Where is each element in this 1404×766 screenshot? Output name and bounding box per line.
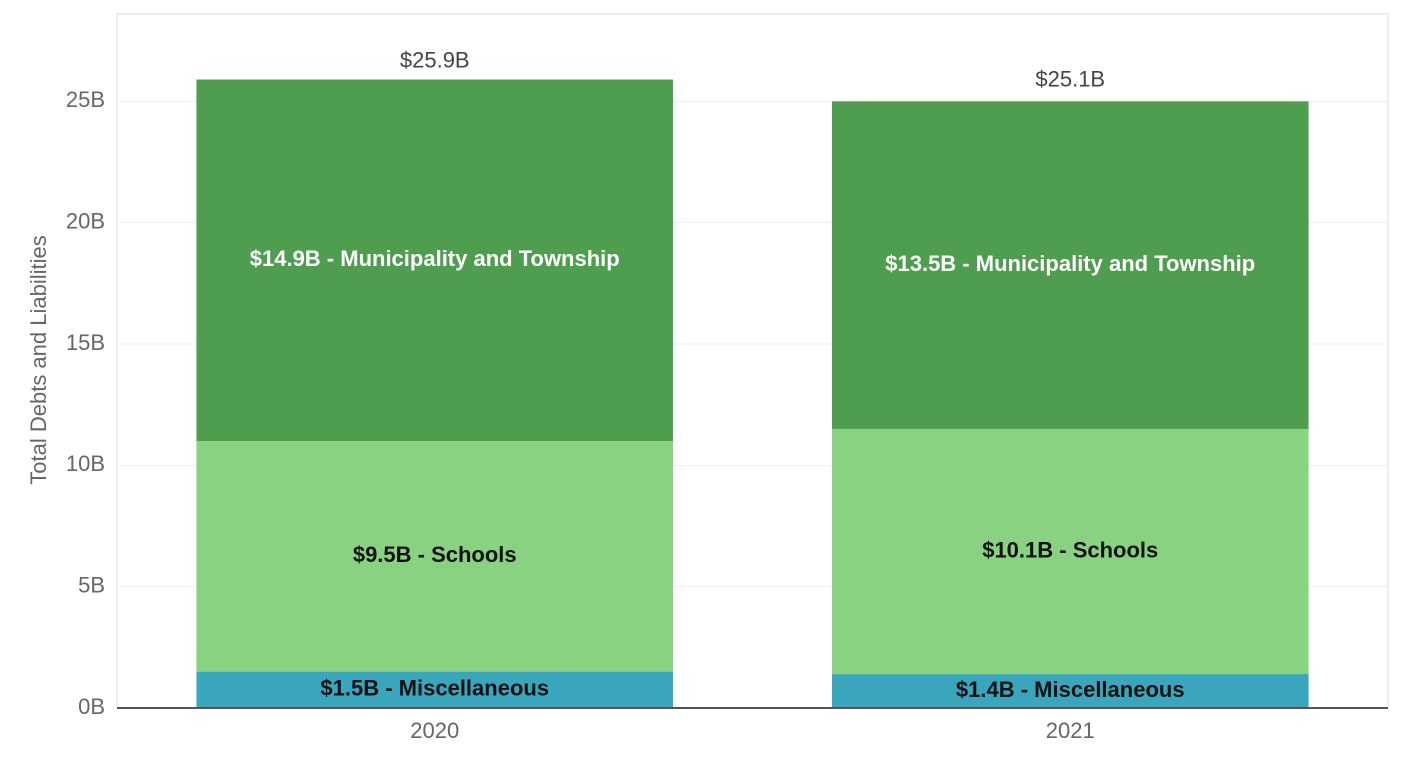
data-label: $14.9B - Municipality and Township [250,246,620,271]
y-tick-label: 15B [66,330,105,355]
y-tick-label: 5B [78,572,105,597]
data-label: $9.5B - Schools [353,542,517,567]
bar-segment [196,79,674,442]
bar-segment [196,671,674,708]
y-tick-label: 10B [66,451,105,476]
y-tick-label: 20B [66,208,105,233]
y-tick-label: 25B [66,87,105,112]
y-axis-title: Total Debts and Liabilities [26,235,51,484]
y-tick-label: 0B [78,694,105,719]
x-tick-label: 2021 [1046,718,1095,743]
total-label: $25.9B [400,47,470,72]
x-tick-label: 2020 [410,718,459,743]
total-label: $25.1B [1035,67,1105,92]
bar-segment [831,674,1309,708]
data-label: $13.5B - Municipality and Township [885,251,1255,276]
bar-segment [831,428,1309,675]
bar-segment [196,441,674,672]
data-label: $10.1B - Schools [982,537,1158,562]
bar-segment [831,101,1309,429]
data-label: $1.4B - Miscellaneous [956,677,1185,702]
data-label: $1.5B - Miscellaneous [320,676,549,701]
